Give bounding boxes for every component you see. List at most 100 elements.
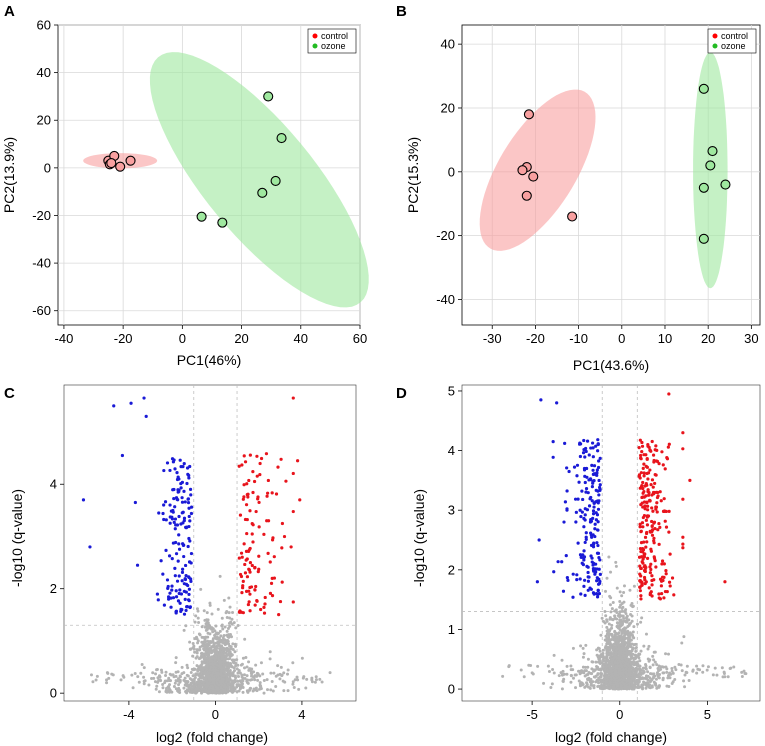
gene-point-up xyxy=(640,483,644,488)
gene-point-ns xyxy=(626,629,630,633)
gene-point-ns xyxy=(582,652,586,656)
gene-point-ns xyxy=(320,680,324,684)
legend-marker-ozone xyxy=(712,43,718,49)
gene-point-ns xyxy=(227,670,231,674)
gene-point-ns xyxy=(174,656,178,660)
gene-point-down xyxy=(589,446,593,450)
legend-marker-control xyxy=(712,33,718,39)
sample-point-ozone xyxy=(196,211,207,222)
gene-point-ns xyxy=(248,688,252,692)
x-ticks-c: -4 0 4 xyxy=(123,701,306,722)
gene-point-up xyxy=(248,609,252,613)
gene-point-up xyxy=(644,481,648,486)
gene-point-up xyxy=(238,513,243,517)
gene-point-up xyxy=(638,476,642,480)
y-tick-label: 60 xyxy=(37,18,51,33)
gene-point-down xyxy=(180,570,185,574)
gene-point-ns xyxy=(328,671,332,675)
gene-point-up xyxy=(291,600,295,604)
gene-point-ns xyxy=(222,648,226,652)
gene-point-up xyxy=(247,478,251,483)
gene-point-ns xyxy=(634,646,638,650)
gene-point-down xyxy=(187,575,191,579)
x-tick-label: 30 xyxy=(744,331,758,346)
gene-point-up xyxy=(667,392,671,396)
gene-point-ns xyxy=(592,686,596,690)
gene-point-up xyxy=(652,460,656,464)
points-c xyxy=(81,396,332,695)
gene-point-ns xyxy=(621,673,625,677)
gene-point-down xyxy=(597,567,601,571)
gene-point-up xyxy=(641,480,645,485)
gene-point-ns xyxy=(105,671,109,675)
gene-point-ns xyxy=(542,681,546,685)
gene-point-ns xyxy=(606,649,610,653)
x-axis-label-c: log2 (fold change) xyxy=(156,729,268,745)
gene-point-ns xyxy=(653,682,657,686)
gene-point-down xyxy=(578,454,582,459)
x-ticks-a: -40 -20 0 20 40 60 xyxy=(55,325,367,346)
gene-point-ns xyxy=(305,677,309,681)
gene-point-down xyxy=(179,607,183,611)
gene-point-ns xyxy=(91,680,95,684)
gene-point-ns xyxy=(586,665,590,669)
gene-point-down xyxy=(596,442,600,446)
gene-point-ns xyxy=(596,672,600,676)
gene-point-ns xyxy=(210,612,214,616)
y-tick-label: -60 xyxy=(32,303,51,318)
x-tick-label: 10 xyxy=(658,331,672,346)
gene-point-ns xyxy=(233,679,237,683)
gene-point-ns xyxy=(272,671,276,675)
gene-point-ns xyxy=(602,677,606,681)
gene-point-ns xyxy=(662,665,666,669)
gene-point-ns xyxy=(666,676,670,680)
gene-point-down xyxy=(170,457,175,461)
gene-point-down xyxy=(175,471,179,475)
gene-point-ns xyxy=(627,671,631,675)
gene-point-down xyxy=(161,511,165,516)
gene-point-ns xyxy=(261,672,265,676)
gene-point-up xyxy=(662,596,666,600)
gene-point-up xyxy=(667,442,671,446)
gene-point-ns xyxy=(193,650,197,654)
gene-point-ns xyxy=(679,663,683,667)
gene-point-ns xyxy=(589,677,593,681)
gene-point-ns xyxy=(626,624,630,628)
gene-point-ns xyxy=(616,650,620,654)
gene-point-ns xyxy=(230,617,234,621)
gene-point-ns xyxy=(610,618,614,622)
sample-point-ozone xyxy=(263,91,274,102)
gene-point-up xyxy=(640,560,644,564)
gene-point-ns xyxy=(226,639,230,643)
gene-point-ns xyxy=(184,624,188,628)
gene-point-down xyxy=(169,605,173,609)
gene-point-ns xyxy=(208,639,212,643)
gene-point-ns xyxy=(225,678,229,682)
gene-point-ns xyxy=(627,687,631,691)
gene-point-ns xyxy=(584,665,588,669)
gene-point-ns xyxy=(605,618,609,622)
gene-point-ns xyxy=(616,687,620,691)
gene-point-ns xyxy=(191,646,195,650)
gene-point-ns xyxy=(603,610,607,613)
gene-point-ns xyxy=(300,656,304,660)
x-axis-label-b: PC1(43.6%) xyxy=(573,357,649,373)
gene-point-up xyxy=(643,569,647,574)
gene-point-up xyxy=(245,557,249,561)
gene-point-down xyxy=(592,541,596,545)
gene-point-up xyxy=(650,478,655,482)
gene-point-ns xyxy=(177,683,181,687)
gene-point-ns xyxy=(658,665,662,669)
gene-point-down xyxy=(187,473,191,478)
gene-point-ns xyxy=(226,649,230,653)
x-tick-label: 0 xyxy=(616,707,623,722)
gene-point-down xyxy=(168,468,172,473)
gene-point-ns xyxy=(608,603,612,607)
gene-point-down xyxy=(578,553,583,557)
gene-point-ns xyxy=(236,671,240,675)
gene-point-ns xyxy=(682,679,686,683)
gene-point-ns xyxy=(269,671,273,675)
gene-point-down xyxy=(579,514,583,519)
gene-point-ns xyxy=(199,666,203,670)
gene-point-up xyxy=(663,467,667,471)
